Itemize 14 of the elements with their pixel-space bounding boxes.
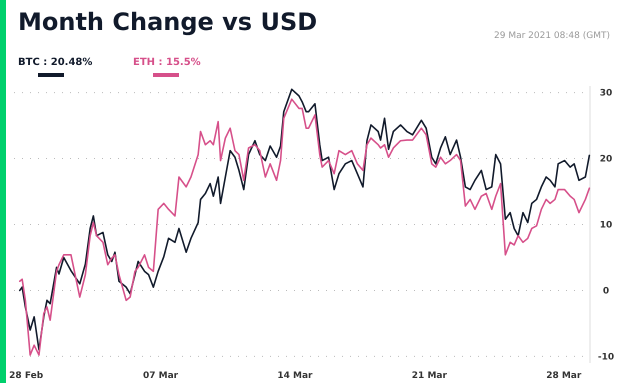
chart-subtitle: 29 Mar 2021 08:48 (GMT)	[494, 31, 610, 41]
text: BTC : 20.48%	[18, 57, 92, 68]
x-tick-label: 07 Mar	[142, 371, 179, 381]
y-tick-label: 20	[600, 154, 612, 165]
y-tick-label: 30	[600, 88, 612, 99]
x-tick-label: 28 Feb	[9, 371, 44, 381]
y-tick-label: -10	[598, 352, 614, 363]
x-tick-label: 14 Mar	[277, 371, 314, 381]
x-tick-label: 21 Mar	[412, 371, 448, 381]
text: ETH : 15.5%	[133, 57, 201, 68]
chart-title: Month Change vs USD	[18, 8, 318, 36]
y-tick-label: 0	[602, 286, 610, 297]
y-tick-label: 10	[600, 220, 612, 231]
x-tick-label: 28 Mar	[546, 371, 582, 381]
